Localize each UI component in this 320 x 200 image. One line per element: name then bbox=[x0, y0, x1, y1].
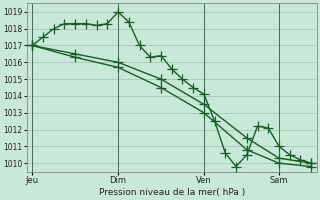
X-axis label: Pression niveau de la mer( hPa ): Pression niveau de la mer( hPa ) bbox=[99, 188, 245, 197]
